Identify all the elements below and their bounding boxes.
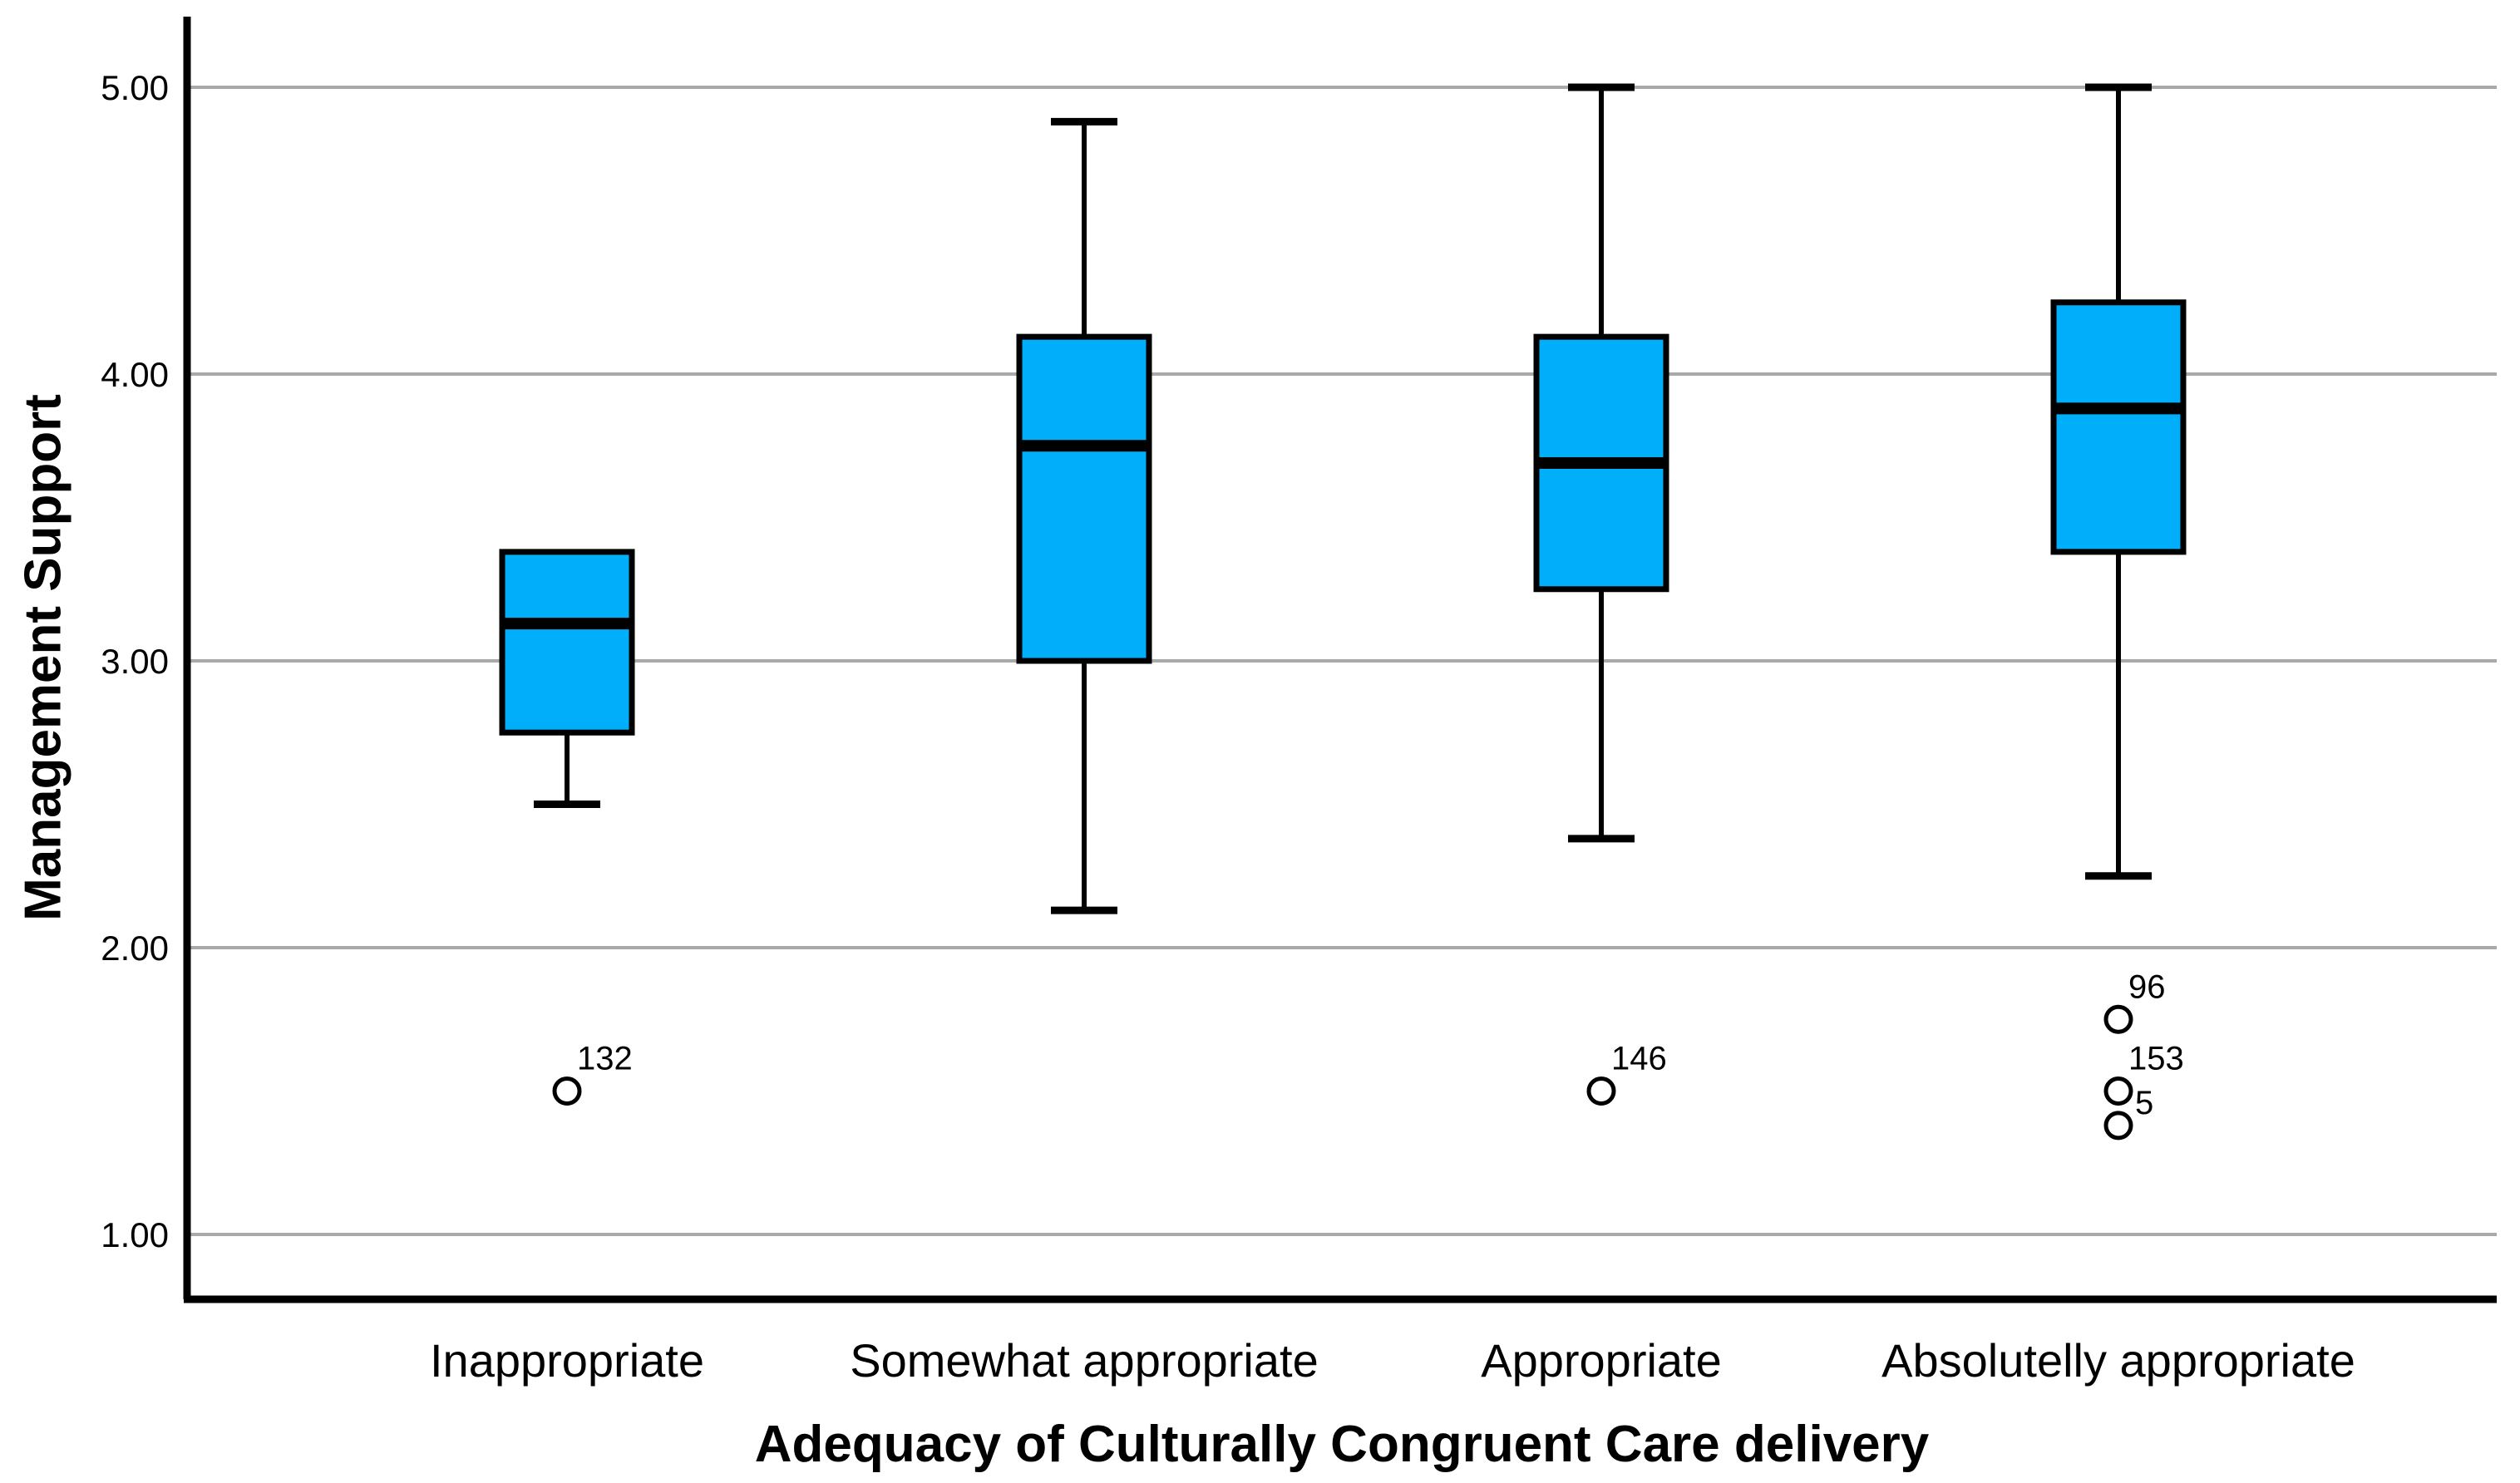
y-axis-title: Management Support (14, 394, 72, 921)
outlier-label-5: 5 (2135, 1085, 2153, 1121)
x-tick-label-appropriate: Appropriate (1481, 1334, 1722, 1387)
box-iqr-rect-inappropriate (499, 549, 635, 736)
outlier-circle-132 (552, 1077, 582, 1106)
box-iqr-rect-somewhat-appropriate (1016, 333, 1152, 664)
y-tick-label-5.00: 5.00 (101, 68, 169, 107)
y-tick-label-1.00: 1.00 (101, 1215, 169, 1254)
x-tick-label-somewhat-appropriate: Somewhat appropriate (850, 1334, 1318, 1387)
outlier-label-146: 146 (1611, 1041, 1667, 1077)
y-tick-label-2.00: 2.00 (101, 929, 169, 968)
outlier-label-153: 153 (2128, 1041, 2184, 1077)
outlier-circle-5 (2103, 1111, 2133, 1141)
outlier-circle-96 (2103, 1004, 2133, 1034)
outlier-circle-146 (1586, 1077, 1616, 1106)
x-tick-label-inappropriate: Inappropriate (430, 1334, 704, 1387)
outlier-circle-153 (2103, 1077, 2133, 1106)
outlier-label-96: 96 (2128, 968, 2166, 1005)
box-iqr-rect-absolutelly-appropriate (2050, 299, 2187, 555)
x-axis-title: Adequacy of Culturally Congruent Care de… (754, 1416, 1930, 1473)
outlier-label-132: 132 (577, 1041, 633, 1077)
x-tick-label-absolutelly-appropriate: Absolutelly appropriate (1881, 1334, 2355, 1387)
y-tick-label-3.00: 3.00 (101, 642, 169, 681)
y-tick-label-4.00: 4.00 (101, 355, 169, 394)
